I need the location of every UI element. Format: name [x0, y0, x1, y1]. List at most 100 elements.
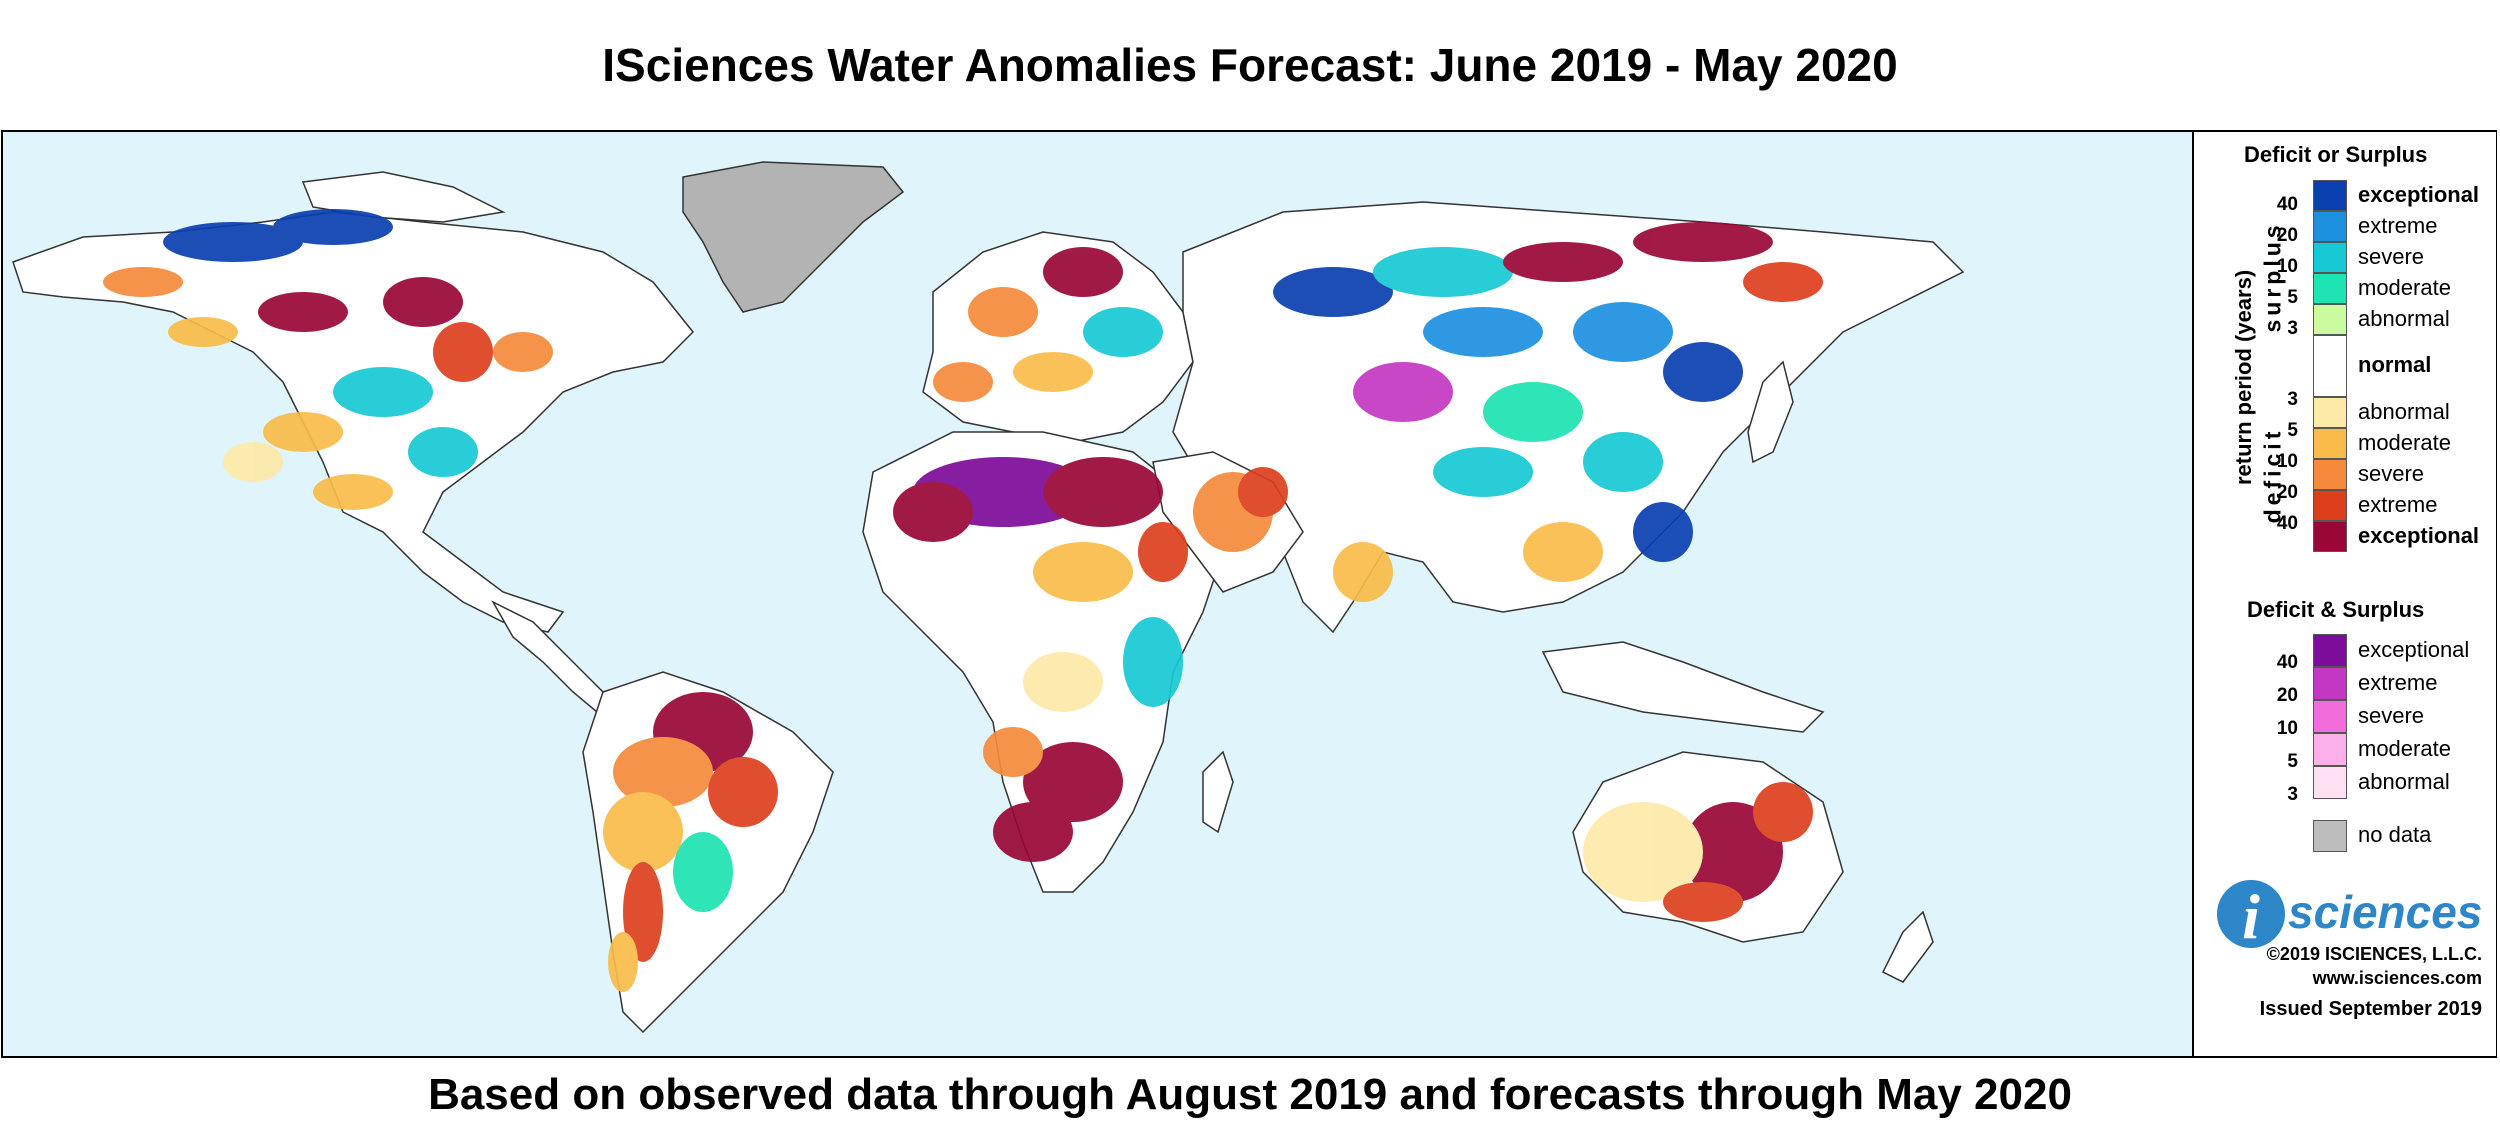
anomaly-patch	[613, 737, 713, 807]
surplus-swatch-abnormal	[2313, 304, 2347, 335]
anomaly-patch	[168, 317, 238, 347]
anomaly-patch	[893, 482, 973, 542]
surplus-label-exceptional: exceptional	[2358, 182, 2480, 207]
anomaly-patch	[408, 427, 478, 477]
anomaly-patch	[983, 727, 1043, 777]
surplus-tick-20: 20	[2276, 225, 2298, 246]
anomaly-patch	[333, 367, 433, 417]
anomaly-patch	[1423, 307, 1543, 357]
deficit-tick-10: 10	[2276, 451, 2298, 472]
surplus-swatch-severe	[2313, 242, 2347, 273]
surplus-swatch-extreme	[2313, 211, 2347, 242]
anomaly-patch	[603, 792, 683, 872]
anomaly-patch	[1583, 802, 1703, 902]
anomaly-patch	[1663, 342, 1743, 402]
anomaly-patch	[1273, 267, 1393, 317]
anomaly-patch	[1333, 542, 1393, 602]
map-frame	[1, 130, 2497, 1058]
deficit-swatch-exceptional	[2313, 521, 2347, 552]
anomaly-patch	[103, 267, 183, 297]
deficit-swatch-moderate	[2313, 428, 2347, 459]
anomaly-patch	[1743, 262, 1823, 302]
legend-heading-deficit-or-surplus: Deficit or Surplus	[2244, 142, 2428, 167]
greenland	[682, 161, 905, 313]
legend-divider	[2192, 132, 2194, 1056]
deficit-label-abnormal: abnormal	[2358, 399, 2450, 424]
combined-tick-3: 3	[2287, 784, 2298, 805]
deficit-label-moderate: moderate	[2358, 430, 2451, 455]
deficit-label-exceptional: exceptional	[2358, 523, 2480, 548]
anomaly-patch	[433, 322, 493, 382]
surplus-label-abnormal: abnormal	[2358, 306, 2450, 331]
surplus-tick-10: 10	[2276, 256, 2298, 277]
deficit-label-extreme: extreme	[2358, 492, 2438, 517]
north-america	[12, 211, 695, 633]
normal-swatch	[2313, 335, 2347, 397]
anomaly-patch	[1373, 247, 1513, 297]
combined-swatch-moderate	[2313, 733, 2347, 766]
arctic-islands	[301, 171, 506, 223]
anomaly-patch	[223, 442, 283, 482]
anomaly-patch	[263, 412, 343, 452]
combined-label-abnormal: abnormal	[2358, 769, 2450, 794]
anomaly-patch	[1353, 362, 1453, 422]
anomaly-patch	[1503, 242, 1623, 282]
combined-swatch-severe	[2313, 700, 2347, 733]
anomaly-patch	[623, 862, 663, 962]
anomaly-patch	[313, 474, 393, 510]
world-map-graphic	[12, 161, 1965, 1034]
deficit-tick-20: 20	[2276, 482, 2298, 503]
new-zealand	[1881, 910, 1934, 983]
anomaly-patch	[1023, 652, 1103, 712]
anomaly-patch	[933, 362, 993, 402]
anomaly-patch	[1433, 447, 1533, 497]
map-title: ISciences Water Anomalies Forecast: June…	[602, 39, 1898, 91]
anomaly-patch	[708, 757, 778, 827]
surplus-swatch-moderate	[2313, 273, 2347, 304]
madagascar	[1202, 750, 1234, 834]
anomaly-patch	[1123, 617, 1183, 707]
deficit-label-severe: severe	[2358, 461, 2425, 486]
japan	[1747, 360, 1794, 464]
copyright: ©2019 ISCIENCES, L.L.C.	[2266, 944, 2482, 964]
anomaly-patch	[258, 292, 348, 332]
anomaly-patch	[1043, 457, 1163, 527]
surplus-tick-3: 3	[2287, 318, 2298, 339]
no-data-swatch	[2313, 820, 2347, 852]
combined-label-extreme: extreme	[2358, 670, 2438, 695]
anomaly-patch	[1523, 522, 1603, 582]
anomaly-patch	[1753, 782, 1813, 842]
anomaly-patch	[608, 932, 638, 992]
website-link[interactable]: www.isciences.com	[2312, 968, 2482, 988]
anomaly-patch	[1138, 522, 1188, 582]
anomaly-patch	[1483, 382, 1583, 442]
anomaly-patch	[383, 277, 463, 327]
anomaly-patch	[993, 802, 1073, 862]
legend-panel: Deficit or Surplus return period (years)…	[2194, 132, 2496, 1056]
normal-label: normal	[2358, 352, 2432, 377]
anomaly-patch	[1633, 502, 1693, 562]
combined-label-severe: severe	[2358, 703, 2425, 728]
deficit-swatch-abnormal	[2313, 397, 2347, 428]
surplus-label-extreme: extreme	[2358, 213, 2438, 238]
legend-heading-deficit-and-surplus: Deficit & Surplus	[2247, 597, 2425, 622]
anomaly-patch	[1583, 432, 1663, 492]
anomaly-patch	[1238, 467, 1288, 517]
combined-swatch-extreme	[2313, 667, 2347, 700]
anomaly-patch	[1083, 307, 1163, 357]
anomaly-patch	[273, 209, 393, 245]
surplus-tick-40: 40	[2276, 194, 2298, 215]
combined-label-moderate: moderate	[2358, 736, 2451, 761]
surplus-label-moderate: moderate	[2358, 275, 2451, 300]
combined-swatch-exceptional	[2313, 634, 2347, 667]
anomaly-patch	[1013, 352, 1093, 392]
combined-tick-10: 10	[2276, 718, 2298, 739]
anomaly-patch	[1663, 882, 1743, 922]
combined-tick-40: 40	[2276, 652, 2298, 673]
anomaly-patch	[673, 832, 733, 912]
indonesia	[1541, 641, 1825, 733]
anomaly-patch	[1033, 542, 1133, 602]
deficit-tick-5: 5	[2287, 420, 2298, 441]
deficit-swatch-severe	[2313, 459, 2347, 490]
anomaly-patch	[1043, 247, 1123, 297]
